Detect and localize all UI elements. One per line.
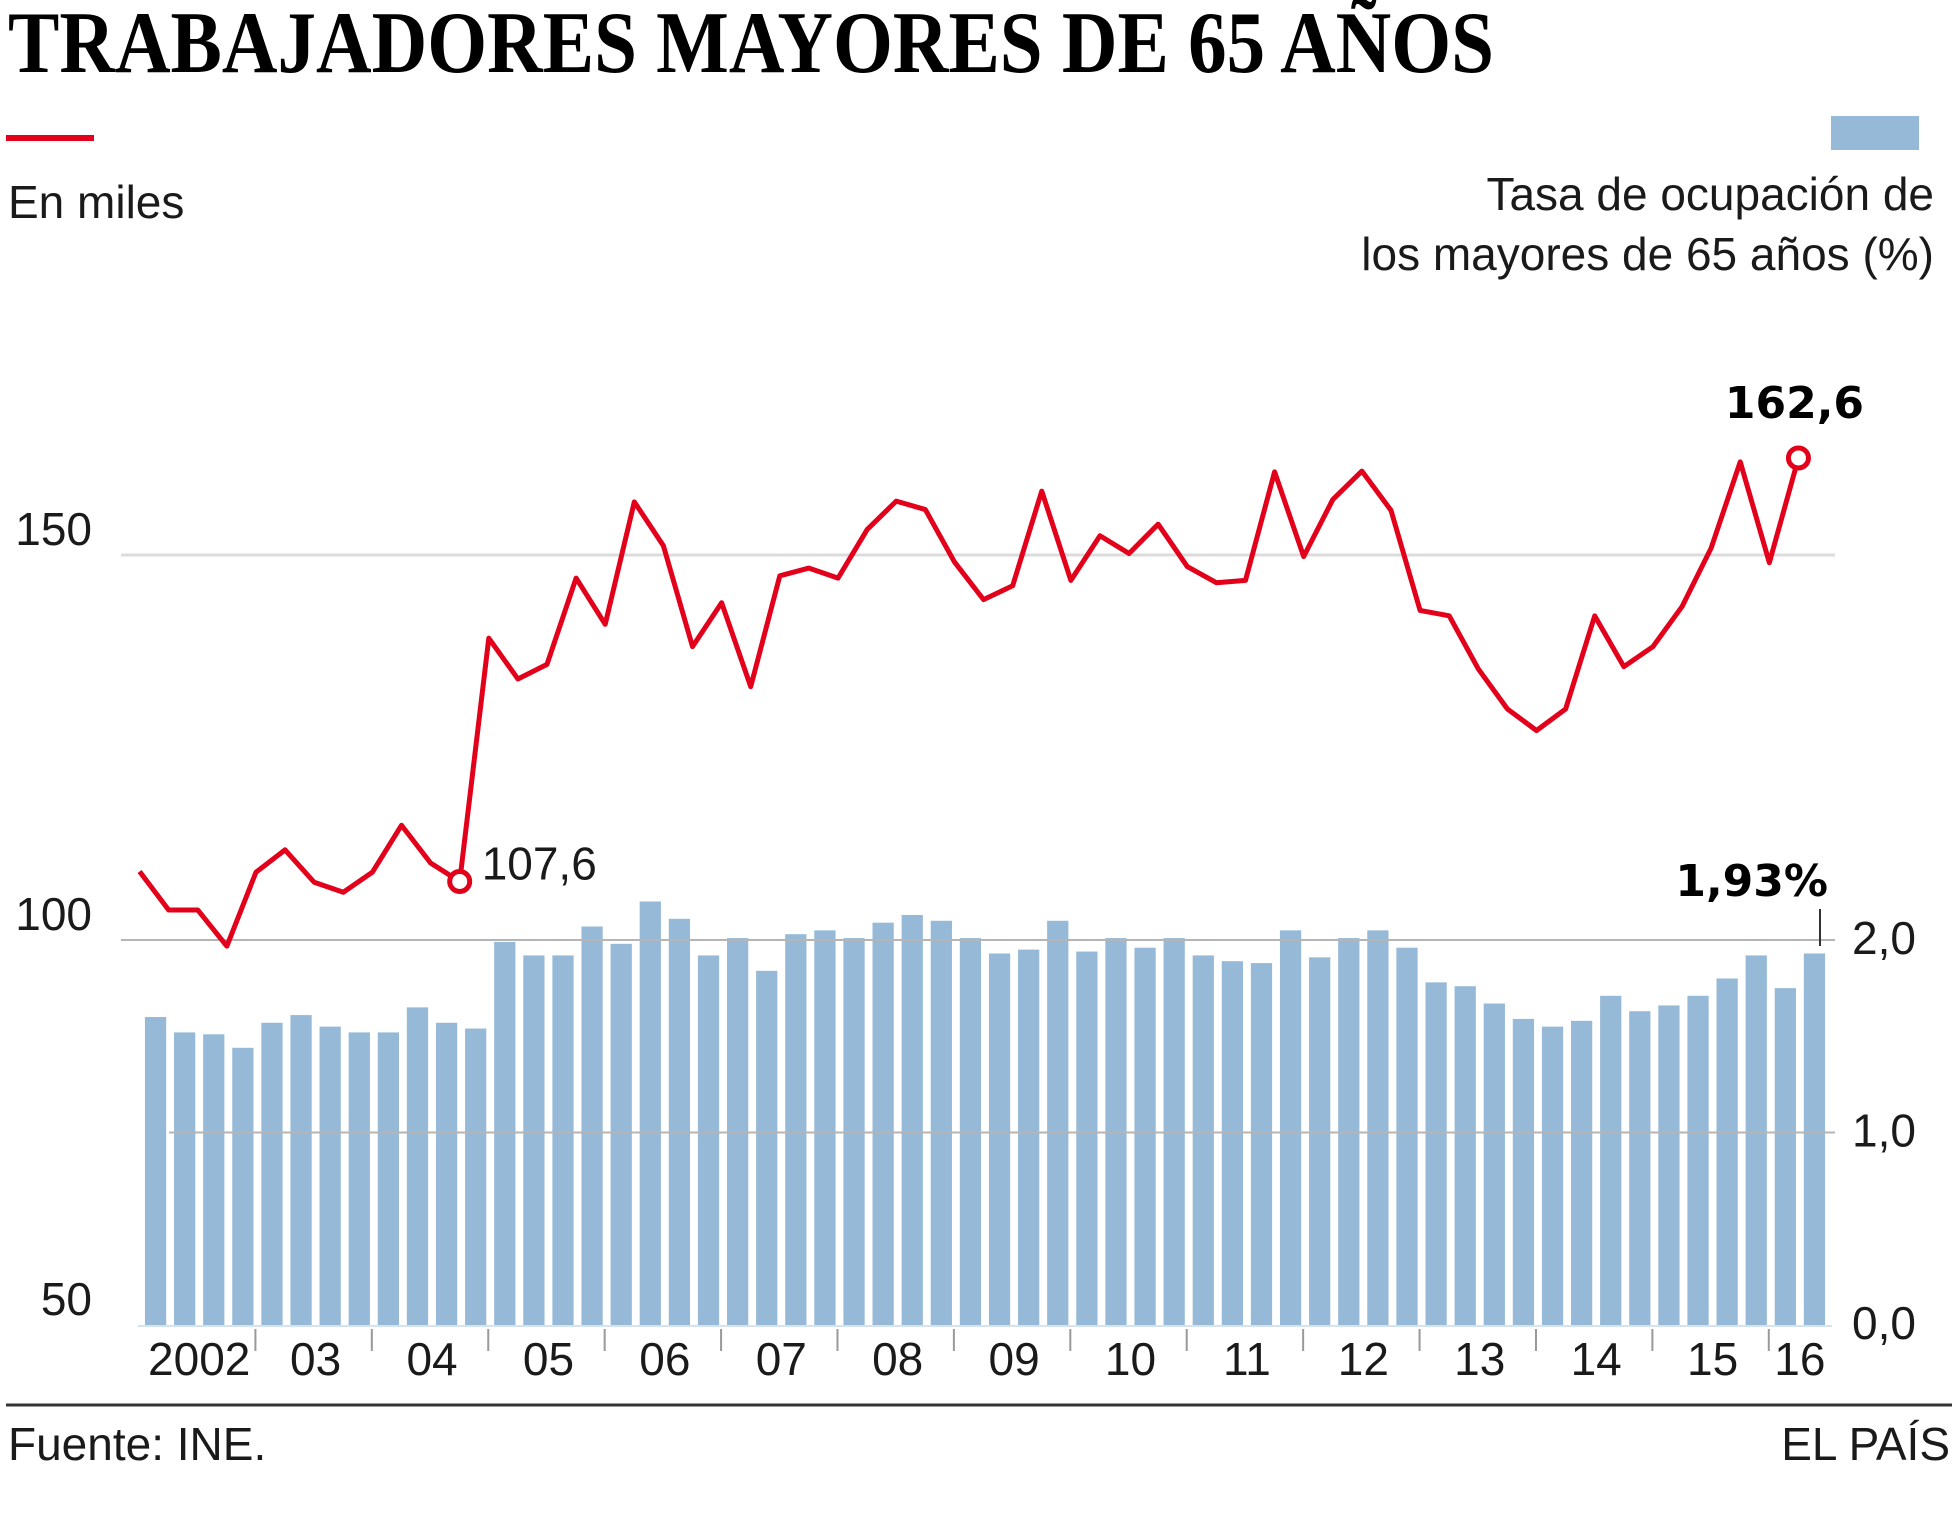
bar	[1570, 1020, 1593, 1325]
bar	[1803, 953, 1826, 1325]
left-axis-tick-label: 50	[41, 1273, 92, 1325]
x-axis-tick-label: 04	[406, 1333, 457, 1385]
bar	[1396, 947, 1418, 1325]
bar	[203, 1034, 225, 1325]
bar	[1309, 957, 1331, 1325]
bar	[435, 1022, 458, 1325]
bar	[174, 1032, 196, 1325]
bar	[1687, 995, 1709, 1325]
bar	[465, 1028, 487, 1325]
bar	[581, 926, 603, 1325]
bar	[872, 922, 894, 1325]
right-axis-label-line2: los mayores de 65 años (%)	[1361, 228, 1934, 280]
bar	[988, 953, 1011, 1325]
bar	[668, 918, 691, 1325]
bar	[901, 914, 923, 1325]
bar	[1279, 930, 1302, 1325]
x-axis-tick-label: 03	[290, 1333, 341, 1385]
bar	[814, 930, 836, 1325]
gridlines	[121, 553, 1835, 1327]
x-axis-tick-label: 06	[639, 1333, 690, 1385]
brand-credit: EL PAÍS	[1781, 1418, 1950, 1470]
bar	[1541, 1026, 1564, 1325]
x-axis-tick-label: 12	[1338, 1333, 1389, 1385]
bar	[1774, 988, 1796, 1325]
bar-series	[144, 901, 1826, 1325]
x-axis-tick-label: 08	[872, 1333, 923, 1385]
line-last-label: 162,6	[1725, 378, 1864, 429]
left-axis-tick-label: 150	[15, 503, 92, 555]
bar	[785, 934, 807, 1325]
bar	[1745, 955, 1767, 1325]
x-axis-tick-label: 05	[523, 1333, 574, 1385]
bar	[930, 920, 952, 1325]
bar	[639, 901, 661, 1325]
bar	[377, 1032, 400, 1325]
bar	[1600, 995, 1622, 1325]
line-last-marker	[1785, 445, 1811, 471]
bar	[1134, 947, 1156, 1325]
bar	[610, 943, 632, 1325]
line-min-marker	[447, 868, 473, 894]
x-axis-tick-label: 09	[989, 1333, 1040, 1385]
bar	[1425, 982, 1447, 1325]
line-min-label: 107,6	[482, 837, 597, 889]
bar	[523, 955, 545, 1325]
bar	[1367, 930, 1389, 1325]
bar	[319, 1026, 341, 1325]
bar	[1629, 1011, 1651, 1325]
bar	[1192, 955, 1214, 1325]
line-series	[137, 445, 1811, 949]
right-axis-tick-label: 0,0	[1852, 1297, 1916, 1349]
bar	[1658, 1005, 1680, 1325]
chart-title: TRABAJADORES MAYORES DE 65 AÑOS	[8, 0, 1494, 92]
x-axis-tick-label: 13	[1454, 1333, 1505, 1385]
legend-bar-swatch	[1831, 116, 1919, 150]
line-path	[137, 457, 1801, 949]
x-axis-tick-label: 07	[756, 1333, 807, 1385]
bar-last-label: 1,93%	[1675, 856, 1828, 907]
bar	[232, 1047, 254, 1325]
bar	[261, 1022, 283, 1325]
x-axis-tick-label: 16	[1774, 1333, 1825, 1385]
left-axis-tick-label: 100	[15, 888, 92, 940]
bar	[1076, 951, 1098, 1325]
bar	[144, 1017, 167, 1325]
bar	[1512, 1018, 1535, 1325]
bar	[290, 1015, 312, 1325]
bar	[1018, 949, 1040, 1325]
x-axis-tick-label: 15	[1687, 1333, 1738, 1385]
x-axis-tick-label: 10	[1105, 1333, 1156, 1385]
bar	[552, 955, 574, 1325]
axes: 150 100 50 2,0 1,0 0,0 2002 03 04 05 06 07 08 09 10 11 1…	[15, 503, 1916, 1385]
bar	[756, 970, 778, 1325]
bar	[1483, 1003, 1505, 1325]
bar	[697, 955, 720, 1325]
right-axis-tick-label: 2,0	[1852, 912, 1916, 964]
x-axis-tick-label: 11	[1223, 1333, 1271, 1385]
x-axis-tick-label: 2002	[148, 1333, 250, 1385]
bar	[1221, 961, 1244, 1325]
x-axis-tick-label: 14	[1571, 1333, 1622, 1385]
bar	[348, 1032, 370, 1325]
bar	[1250, 963, 1273, 1325]
left-axis-label: En miles	[8, 176, 184, 228]
bar	[1047, 920, 1069, 1325]
right-axis-label-line1: Tasa de ocupación de	[1486, 168, 1934, 220]
bar	[1454, 986, 1476, 1325]
right-axis-tick-label: 1,0	[1852, 1105, 1916, 1157]
bar	[1716, 978, 1738, 1325]
source-note: Fuente: INE.	[8, 1418, 266, 1470]
bar	[406, 1007, 429, 1325]
